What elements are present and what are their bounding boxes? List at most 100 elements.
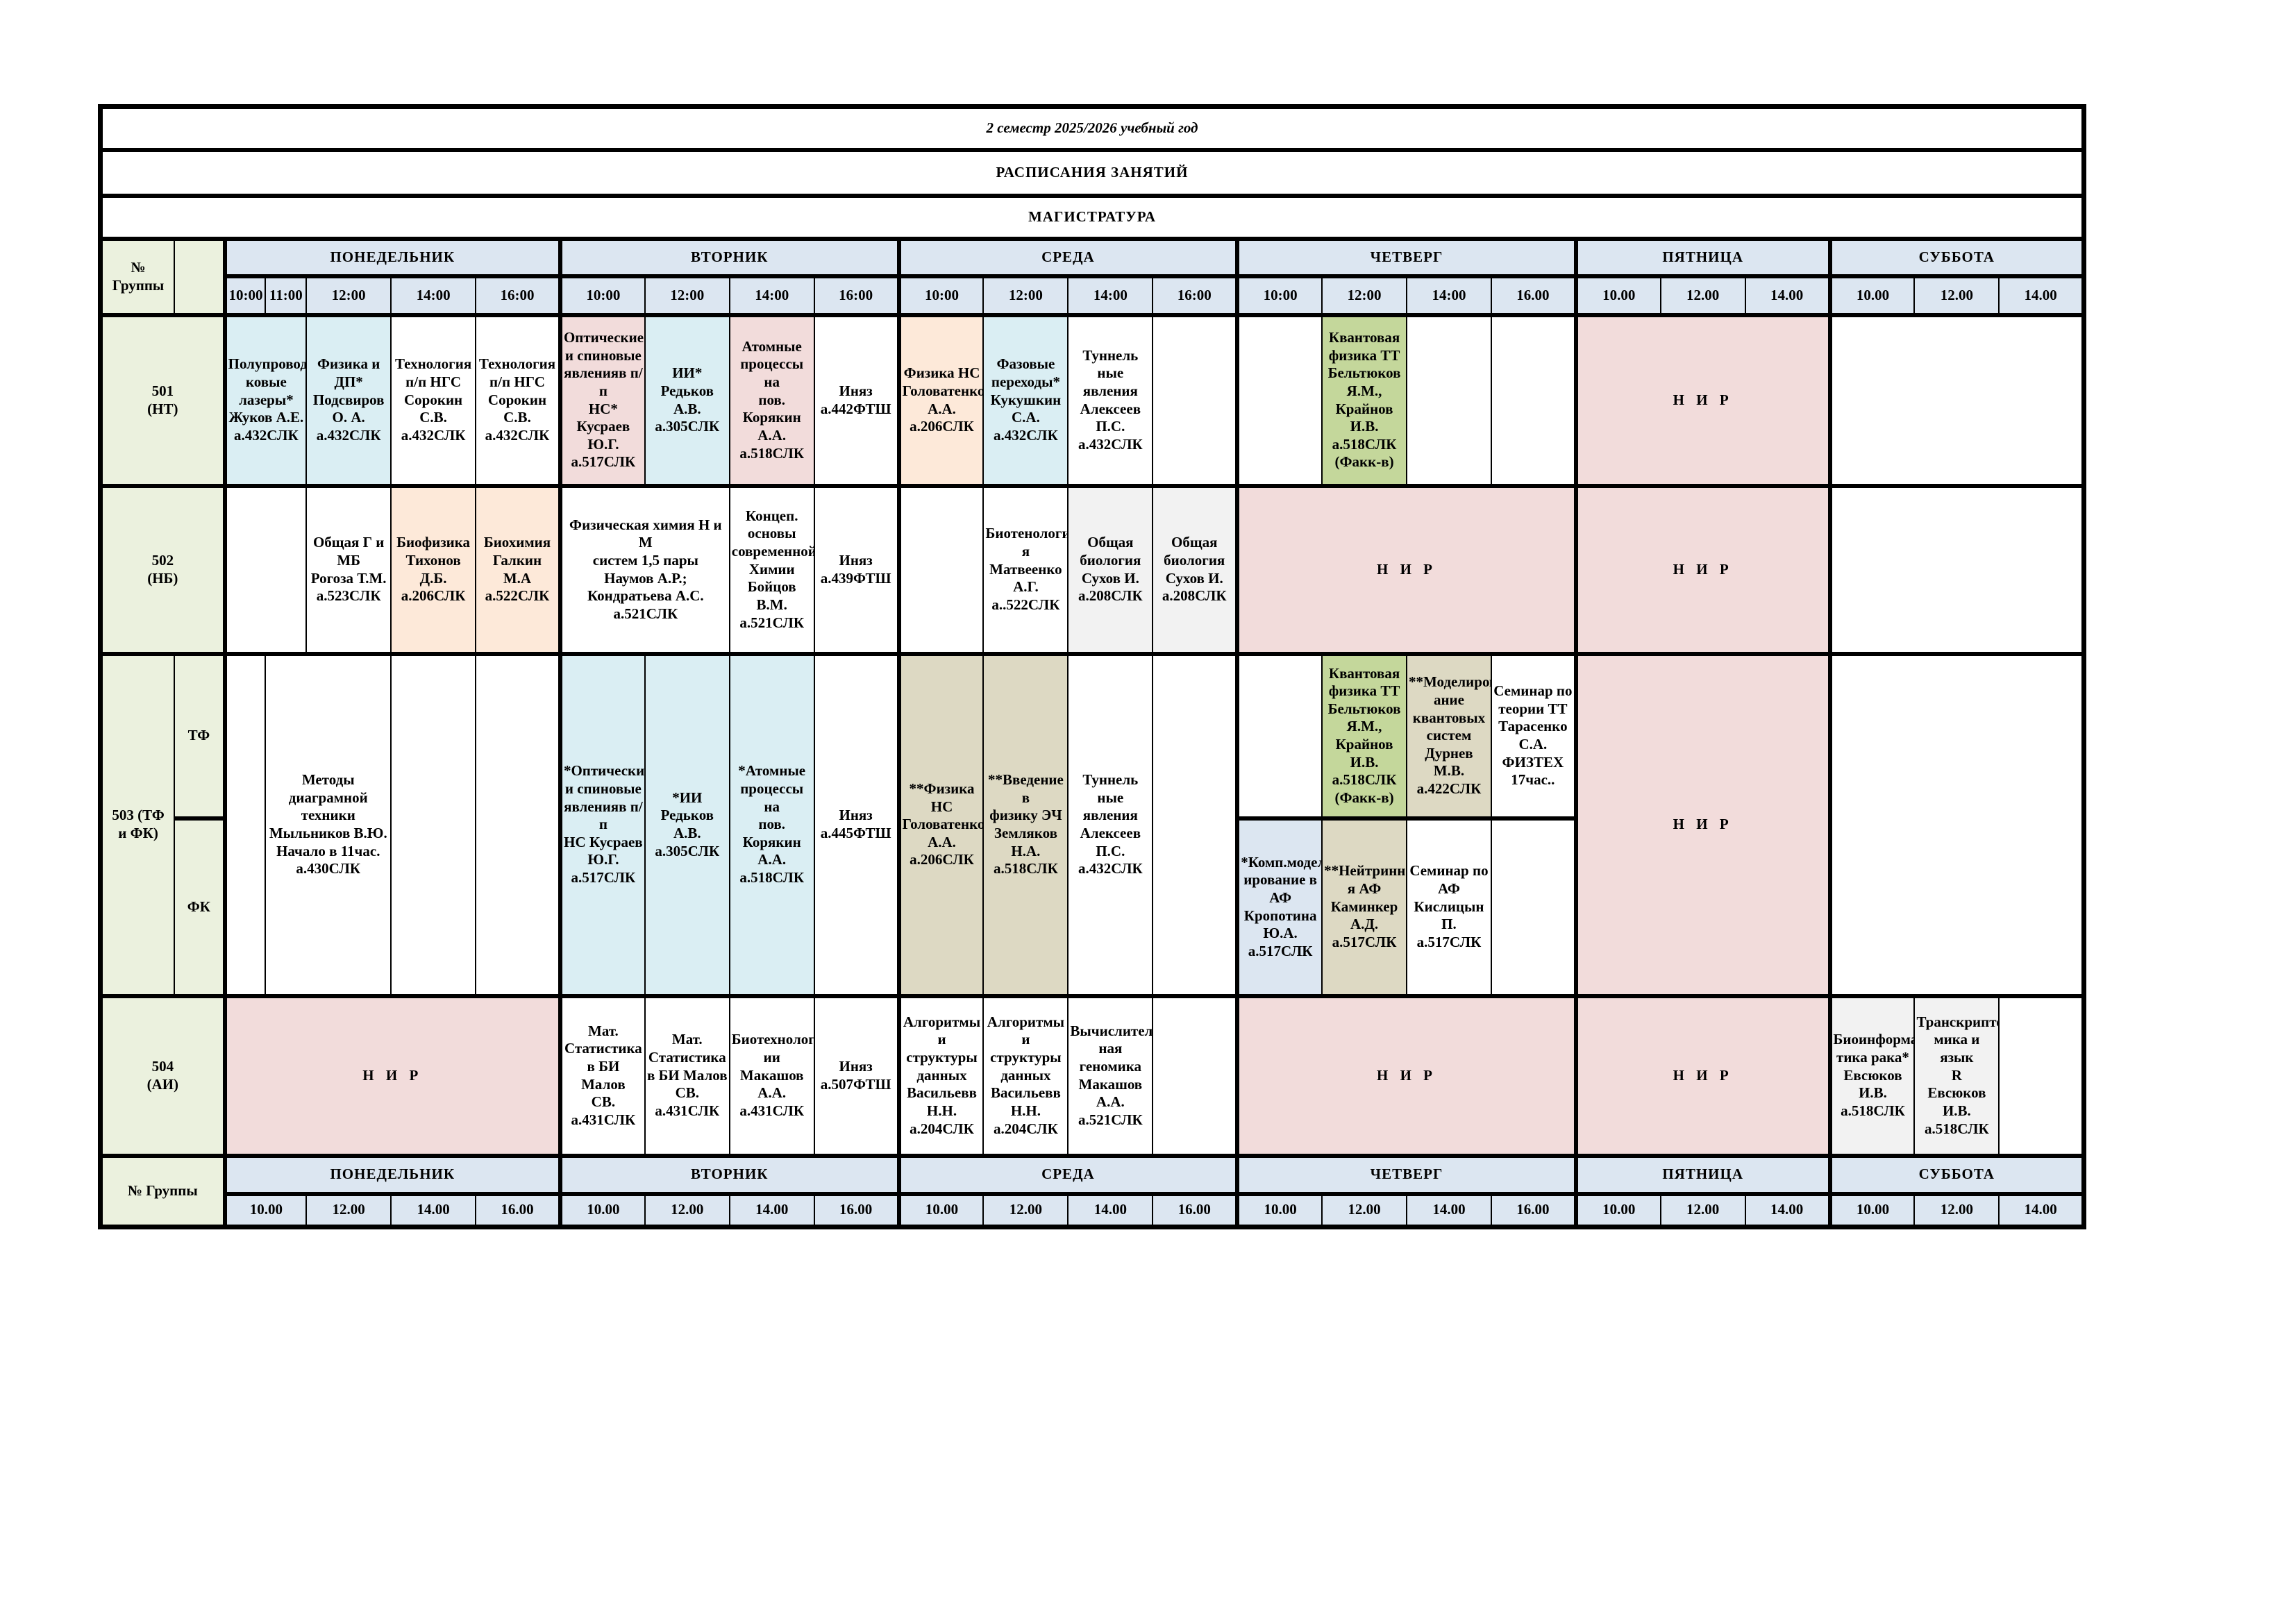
nir-cell: Н И Р (1573, 483, 1831, 655)
day-header-monday: ПОНЕДЕЛЬНИК (222, 1153, 561, 1195)
row-504: 504 (АИ) Н И Р Мат. Статистика в БИ Малов … (99, 993, 2085, 1157)
time-slot-saturday: 14.00 (1998, 274, 2085, 316)
time-slot-wednesday: 14:00 (1067, 274, 1154, 316)
lesson-cell: Квантовая физика ТТ Бельтюков Я.М., Край… (1321, 651, 1407, 819)
time-slot-thursday: 10:00 (1235, 274, 1323, 316)
nir-cell: Н И Р (1573, 651, 1831, 997)
lesson-cell: Семинар по АФ Кислицын П. а.517СЛК (1406, 816, 1492, 997)
lesson-cell: Туннель ные явления Алексеев П.С. а.432С… (1067, 651, 1154, 997)
time-slot-tuesday: 10:00 (558, 274, 646, 316)
subgroup-fk: ФК (174, 816, 226, 997)
empty-cell (390, 651, 477, 997)
day-header-saturday: СУББОТА (1827, 236, 2085, 277)
lesson-cell: **Моделиров ание квантовых систем Дурнев… (1406, 651, 1492, 819)
time-slot-tuesday: 16:00 (813, 274, 900, 316)
empty-cell (1152, 651, 1239, 997)
time-slot-monday: 11:00 (265, 274, 308, 316)
time-slot-thursday: 14.00 (1406, 1191, 1492, 1228)
row-503-fk: ФК *Комп.модел ирование в АФ Кропотина Ю.… (101, 816, 2084, 997)
time-slot-monday: 10:00 (222, 274, 267, 316)
empty-cell (1998, 993, 2085, 1157)
lesson-cell: Физическая химия Н и М систем 1,5 пары Н… (558, 483, 730, 655)
time-slot-monday: 12:00 (305, 274, 392, 316)
time-slot-tuesday: 12:00 (644, 274, 730, 316)
row-502: 502 (НБ) Общая Г и МБ Рогоза Т.М. а.523СЛ… (99, 483, 2085, 655)
time-slot-tuesday: 16.00 (813, 1191, 900, 1228)
lesson-cell: Иняз а.507ФТШ (813, 993, 900, 1157)
timetable: 2 семестр 2025/2026 учебный год РАСПИСАНИ… (98, 104, 2086, 1229)
subgroup-tf: ТФ (174, 651, 226, 819)
lesson-cell: Атомные процессы на пов. Корякин А.А. а.… (728, 312, 815, 487)
lesson-cell: Биотехнолог ии Макашов А.А. а.431СЛК (728, 993, 815, 1157)
empty-cell (1827, 651, 2085, 997)
day-header-friday: ПЯТНИЦА (1573, 236, 1831, 277)
day-header-monday: ПОНЕДЕЛЬНИК (222, 236, 561, 277)
lesson-cell: **Физика НС Головатенко А.А. а.206СЛК (896, 651, 984, 997)
lesson-cell: *Комп.модел ирование в АФ Кропотина Ю.А.… (1235, 816, 1323, 997)
day-header-wednesday: СРЕДА (896, 236, 1239, 277)
lesson-cell: Вычислитель ная геномика Макашов А.А. а.… (1067, 993, 1154, 1157)
day-header-tuesday: ВТОРНИК (558, 1153, 900, 1195)
day-header-wednesday: СРЕДА (896, 1153, 1239, 1195)
time-slot-tuesday: 14.00 (728, 1191, 815, 1228)
lesson-cell: Квантовая физика ТТ Бельтюков Я.М., Край… (1321, 312, 1407, 487)
empty-cell (1235, 651, 1323, 819)
time-slot-wednesday: 12:00 (982, 274, 1069, 316)
time-slot-friday: 14.00 (1744, 1191, 1831, 1228)
time-slot-saturday: 14.00 (1998, 1191, 2085, 1228)
lesson-cell: Полупроводни ковые лазеры* Жуков А.Е. а.… (222, 312, 308, 487)
lesson-cell: Иняз а.445ФТШ (813, 651, 900, 997)
lesson-cell: Иняз а.439ФТШ (813, 483, 900, 655)
empty-cell (222, 483, 308, 655)
time-slot-friday: 10.00 (1573, 274, 1661, 316)
empty-cell (1152, 993, 1239, 1157)
lesson-cell: Биоинформа тика рака* Евсюков И.В. а.518… (1827, 993, 1916, 1157)
time-slot-thursday: 14:00 (1406, 274, 1492, 316)
time-slot-wednesday: 10.00 (896, 1191, 984, 1228)
group-504: 504 (АИ) (99, 993, 226, 1157)
lesson-cell: *Оптические и спиновые явленияв п/п НС К… (558, 651, 646, 997)
lesson-cell: *Атомные процессы на пов. Корякин А.А. а… (728, 651, 815, 997)
title-program: МАГИСТРАТУРА (99, 193, 2085, 239)
day-header-friday: ПЯТНИЦА (1573, 1153, 1831, 1195)
time-slot-friday: 14.00 (1744, 274, 1831, 316)
time-slot-thursday: 12:00 (1321, 274, 1407, 316)
corner-group-label: № Группы (99, 236, 176, 316)
title-schedule-heading: РАСПИСАНИЯ ЗАНЯТИЙ (99, 147, 2085, 196)
lesson-cell: Методы диаграмной техники Мыльников В.Ю.… (265, 651, 392, 997)
time-slot-thursday: 16.00 (1490, 274, 1577, 316)
time-slot-thursday: 16.00 (1490, 1191, 1577, 1228)
day-header-thursday: ЧЕТВЕРГ (1235, 236, 1577, 277)
empty-cell (1490, 816, 1577, 997)
time-slot-thursday: 10.00 (1235, 1191, 1323, 1228)
lesson-cell: Общая Г и МБ Рогоза Т.М. а.523СЛК (305, 483, 392, 655)
time-slot-friday: 12.00 (1659, 1191, 1746, 1228)
empty-cell (896, 483, 984, 655)
lesson-cell: Общая биология Сухов И. а.208СЛК (1152, 483, 1239, 655)
top-header-times: 10:00 11:00 12:00 14:00 16:00 10:00 12:00 14:00… (101, 274, 2085, 316)
time-slot-tuesday: 12.00 (644, 1191, 730, 1228)
lesson-cell: Оптические и спиновые явленияв п/п НС* К… (558, 312, 646, 487)
time-slot-monday: 14:00 (390, 274, 477, 316)
lesson-cell: *ИИ Редьков А.В. а.305СЛК (644, 651, 730, 997)
nir-cell: Н И Р (1235, 483, 1577, 655)
nir-cell: Н И Р (1573, 993, 1831, 1157)
time-slot-tuesday: 10.00 (558, 1191, 646, 1228)
lesson-cell: Семинар по теории ТТ Тарасенко С.А. ФИЗТ… (1490, 651, 1577, 819)
lesson-cell: Алгоритмы и структуры данных Васильевв Н… (982, 993, 1069, 1157)
lesson-cell: Технология п/п НГС Сорокин С.В. а.432СЛК (390, 312, 477, 487)
time-slot-monday: 10.00 (222, 1191, 308, 1228)
time-slot-wednesday: 16:00 (1152, 274, 1239, 316)
time-slot-monday: 16:00 (475, 274, 561, 316)
group-503: 503 (ТФ и ФК) (99, 651, 176, 997)
empty-cell (1490, 312, 1577, 487)
lesson-cell: Фазовые переходы* Кукушкин С.А. а.432СЛК (982, 312, 1069, 487)
empty-cell (1827, 483, 2085, 655)
day-header-saturday: СУББОТА (1827, 1153, 2085, 1195)
day-header-tuesday: ВТОРНИК (558, 236, 900, 277)
time-slot-saturday: 12.00 (1913, 1191, 2000, 1228)
time-slot-saturday: 10.00 (1827, 1191, 1916, 1228)
time-slot-wednesday: 12.00 (982, 1191, 1069, 1228)
lesson-cell: Концеп. основы современной Химии Бойцов … (728, 483, 815, 655)
